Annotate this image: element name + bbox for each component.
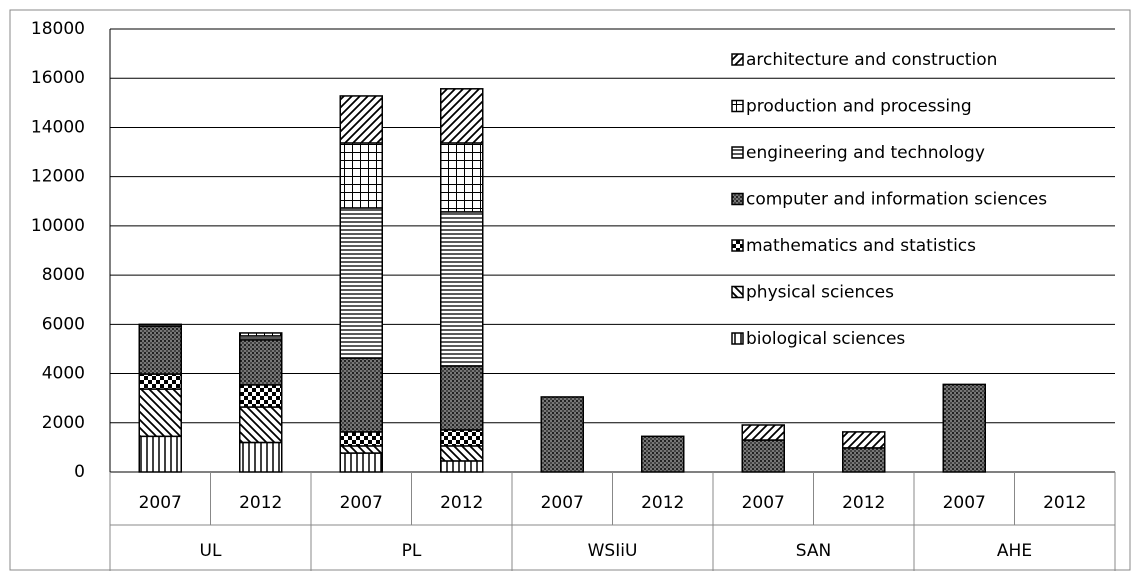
bar-segment [339, 357, 383, 433]
x-tick-label: 2012 [239, 493, 282, 513]
bar-segment [942, 383, 986, 473]
legend-label: architecture and construction [746, 50, 997, 70]
bar-segment [339, 142, 383, 209]
x-tick-label: 2007 [340, 493, 383, 513]
bar-segment [540, 396, 584, 473]
x-tick-label: 2012 [842, 493, 885, 513]
bar-segment [239, 406, 283, 444]
x-tick-label: 2012 [1043, 493, 1086, 513]
legend-swatch [731, 192, 744, 206]
legend-label: production and processing [746, 97, 972, 117]
bar-segment [741, 439, 785, 473]
x-tick-label: 2007 [139, 493, 182, 513]
chart-border [9, 9, 1131, 571]
group-label: UL [200, 541, 222, 561]
bar-segment [440, 460, 484, 473]
bar-segment [440, 211, 484, 367]
legend-swatch [731, 285, 744, 299]
group-label: WSIiU [588, 541, 638, 561]
bar-segment [339, 445, 383, 454]
x-tick-label: 2007 [541, 493, 584, 513]
bar-segment [339, 95, 383, 144]
bar-segment [239, 441, 283, 473]
legend-label: biological sciences [746, 329, 905, 349]
group-label: AHE [997, 541, 1032, 561]
bar-segment [138, 388, 182, 438]
legend-swatch [731, 239, 744, 252]
bar-segment [440, 429, 484, 447]
legend-label: engineering and technology [746, 143, 985, 163]
y-tick-label: 8000 [42, 265, 85, 285]
bar-segment [138, 373, 182, 390]
x-tick-label: 2012 [440, 493, 483, 513]
x-tick-label: 2007 [943, 493, 986, 513]
bar-segment [138, 325, 182, 375]
bar-segment [842, 431, 886, 449]
y-tick-label: 14000 [31, 117, 85, 137]
bar-segment [842, 447, 886, 473]
legend-label: physical sciences [746, 283, 894, 303]
bar-segment [440, 365, 484, 431]
bar-segment [440, 88, 484, 144]
y-tick-label: 6000 [42, 314, 85, 334]
bar-segment [138, 435, 182, 473]
bar-segment [339, 431, 383, 447]
legend-label: computer and information sciences [746, 190, 1047, 210]
y-tick-label: 18000 [31, 19, 85, 39]
bar-segment [339, 207, 383, 359]
y-tick-label: 16000 [31, 68, 85, 88]
legend-swatch [731, 53, 744, 66]
bar-segment [239, 384, 283, 408]
y-tick-label: 0 [74, 462, 85, 482]
group-label: PL [402, 541, 422, 561]
bar-segment [239, 339, 283, 386]
legend-swatch [731, 332, 744, 345]
y-tick-label: 10000 [31, 216, 85, 236]
x-tick-label: 2007 [742, 493, 785, 513]
group-label: SAN [796, 541, 831, 561]
y-tick-label: 2000 [42, 413, 85, 433]
legend-swatch [731, 99, 744, 113]
y-tick-label: 4000 [42, 364, 85, 384]
legend-swatch [731, 146, 744, 159]
bar-segment [641, 435, 685, 473]
bar-segment [741, 424, 785, 441]
bar-segment [339, 452, 383, 473]
bar-segment [440, 445, 484, 462]
y-tick-label: 12000 [31, 167, 85, 187]
bar-segment [440, 142, 484, 213]
legend-label: mathematics and statistics [746, 236, 976, 256]
bar-segment [138, 323, 182, 327]
x-tick-label: 2012 [641, 493, 684, 513]
bar-segment [239, 332, 283, 337]
